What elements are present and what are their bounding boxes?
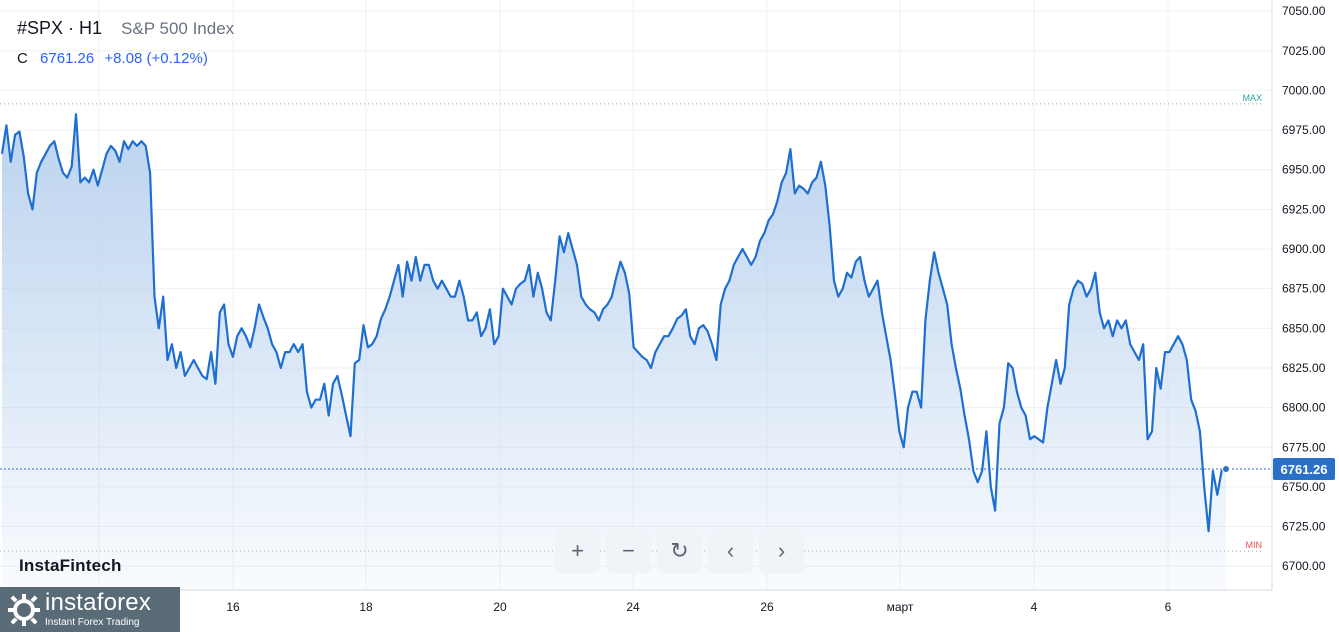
y-tick-label: 6800.00 xyxy=(1282,401,1326,415)
change-value: +8.08 (+0.12%) xyxy=(104,50,208,67)
watermark: InstaFintech xyxy=(19,556,122,575)
chart-axes: 7050.00 7025.00 7000.00 6975.00 6950.00 6925.… xyxy=(0,0,1326,614)
y-tick-label: 6950.00 xyxy=(1282,163,1326,177)
ohlc-legend: C 6761.26 +8.08 (+0.12%) xyxy=(17,50,208,67)
y-tick-label: 6875.00 xyxy=(1282,282,1326,296)
y-tick-label: 7025.00 xyxy=(1282,44,1326,58)
min-label: MIN xyxy=(1246,540,1263,550)
x-tick-label: 16 xyxy=(226,600,240,614)
x-tick-label: 18 xyxy=(359,600,373,614)
x-tick-label: 26 xyxy=(760,600,774,614)
y-tick-label: 6750.00 xyxy=(1282,480,1326,494)
symbol-legend: #SPX · H1 S&P 500 Index xyxy=(17,18,234,39)
last-price-tag: 6761.26 xyxy=(1273,458,1335,481)
scroll-forward-button[interactable]: › xyxy=(759,529,804,573)
brand-tagline: Instant Forex Trading xyxy=(45,617,140,628)
y-tick-label: 6825.00 xyxy=(1282,361,1326,375)
zoom-out-button[interactable]: − xyxy=(606,529,651,573)
last-price-marker xyxy=(1222,465,1230,474)
x-tick-label: 20 xyxy=(493,600,507,614)
y-tick-label: 6925.00 xyxy=(1282,202,1326,216)
price-area-fill xyxy=(2,114,1226,590)
y-tick-label: 6850.00 xyxy=(1282,321,1326,335)
symbol-label: #SPX · H1 xyxy=(17,18,103,38)
x-tick-label: март xyxy=(887,600,914,614)
brand-name: instaforex xyxy=(45,589,152,616)
y-tick-label: 6700.00 xyxy=(1282,559,1326,573)
zoom-in-button[interactable]: + xyxy=(555,529,600,573)
chart-toolbar: + − ↻ ‹ › xyxy=(555,529,804,573)
y-tick-label: 6775.00 xyxy=(1282,440,1326,454)
y-tick-label: 6900.00 xyxy=(1282,242,1326,256)
instaforex-logo-icon xyxy=(8,593,40,626)
x-tick-label: 4 xyxy=(1031,600,1038,614)
close-value: 6761.26 xyxy=(40,50,95,67)
y-tick-label: 6975.00 xyxy=(1282,123,1326,137)
reset-button[interactable]: ↻ xyxy=(657,529,702,573)
symbol-description: S&P 500 Index xyxy=(121,19,235,38)
scroll-back-button[interactable]: ‹ xyxy=(708,529,753,573)
close-label: C xyxy=(17,50,28,67)
x-tick-label: 6 xyxy=(1165,600,1172,614)
instaforex-brand[interactable]: instaforex Instant Forex Trading xyxy=(0,587,180,632)
y-tick-label: 6725.00 xyxy=(1282,520,1326,534)
y-tick-label: 7000.00 xyxy=(1282,83,1326,97)
y-tick-label: 7050.00 xyxy=(1282,4,1326,18)
price-series-line xyxy=(0,113,1227,533)
x-tick-label: 24 xyxy=(626,600,640,614)
max-label: MAX xyxy=(1242,93,1262,103)
